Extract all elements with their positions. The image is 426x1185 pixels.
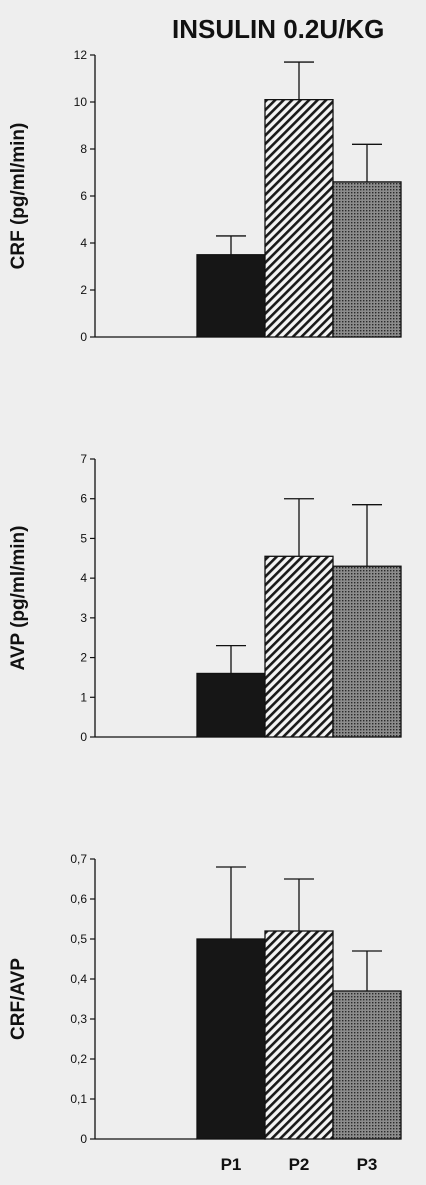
bar-p3 [332,990,402,1140]
bar-p2 [264,555,334,738]
y-tick-label: 4 [80,571,87,585]
y-tick-label: 0,5 [70,932,87,946]
x-category-label: P1 [221,1155,242,1174]
bar-p2 [264,930,334,1140]
y-tick-label: 0 [80,730,87,744]
y-tick-label: 2 [80,283,87,297]
bar-p1 [196,672,266,738]
y-tick-label: 6 [80,492,87,506]
x-category-label: P2 [289,1155,310,1174]
y-tick-label: 3 [80,611,87,625]
x-category-label: P3 [357,1155,378,1174]
y-tick-label: 0 [80,330,87,344]
y-tick-label: 5 [80,531,87,545]
y-tick-label: 4 [80,236,87,250]
y-tick-label: 7 [80,452,87,466]
y-tick-label: 0 [80,1132,87,1146]
y-tick-label: 0,7 [70,852,87,866]
y-tick-label: 8 [80,142,87,156]
y-axis-label: CRF (pg/ml/min) [8,123,29,270]
y-tick-label: 1 [80,690,87,704]
y-tick-label: 6 [80,189,87,203]
y-tick-label: 0,4 [70,972,87,986]
y-tick-label: 0,1 [70,1092,87,1106]
bar-p1 [196,938,266,1140]
y-tick-label: 0,6 [70,892,87,906]
y-tick-label: 10 [74,95,88,109]
y-tick-label: 2 [80,651,87,665]
y-tick-label: 12 [74,48,88,62]
bar-p3 [332,565,402,738]
bar-p3 [332,181,402,338]
figure-title: INSULIN 0.2U/KG [172,14,384,44]
bar-p1 [196,254,266,338]
y-axis-label: AVP (pg/ml/min) [8,526,29,671]
y-axis-label: CRF/AVP [8,958,29,1040]
y-tick-label: 0,3 [70,1012,87,1026]
bar-p2 [264,99,334,338]
y-tick-label: 0,2 [70,1052,87,1066]
